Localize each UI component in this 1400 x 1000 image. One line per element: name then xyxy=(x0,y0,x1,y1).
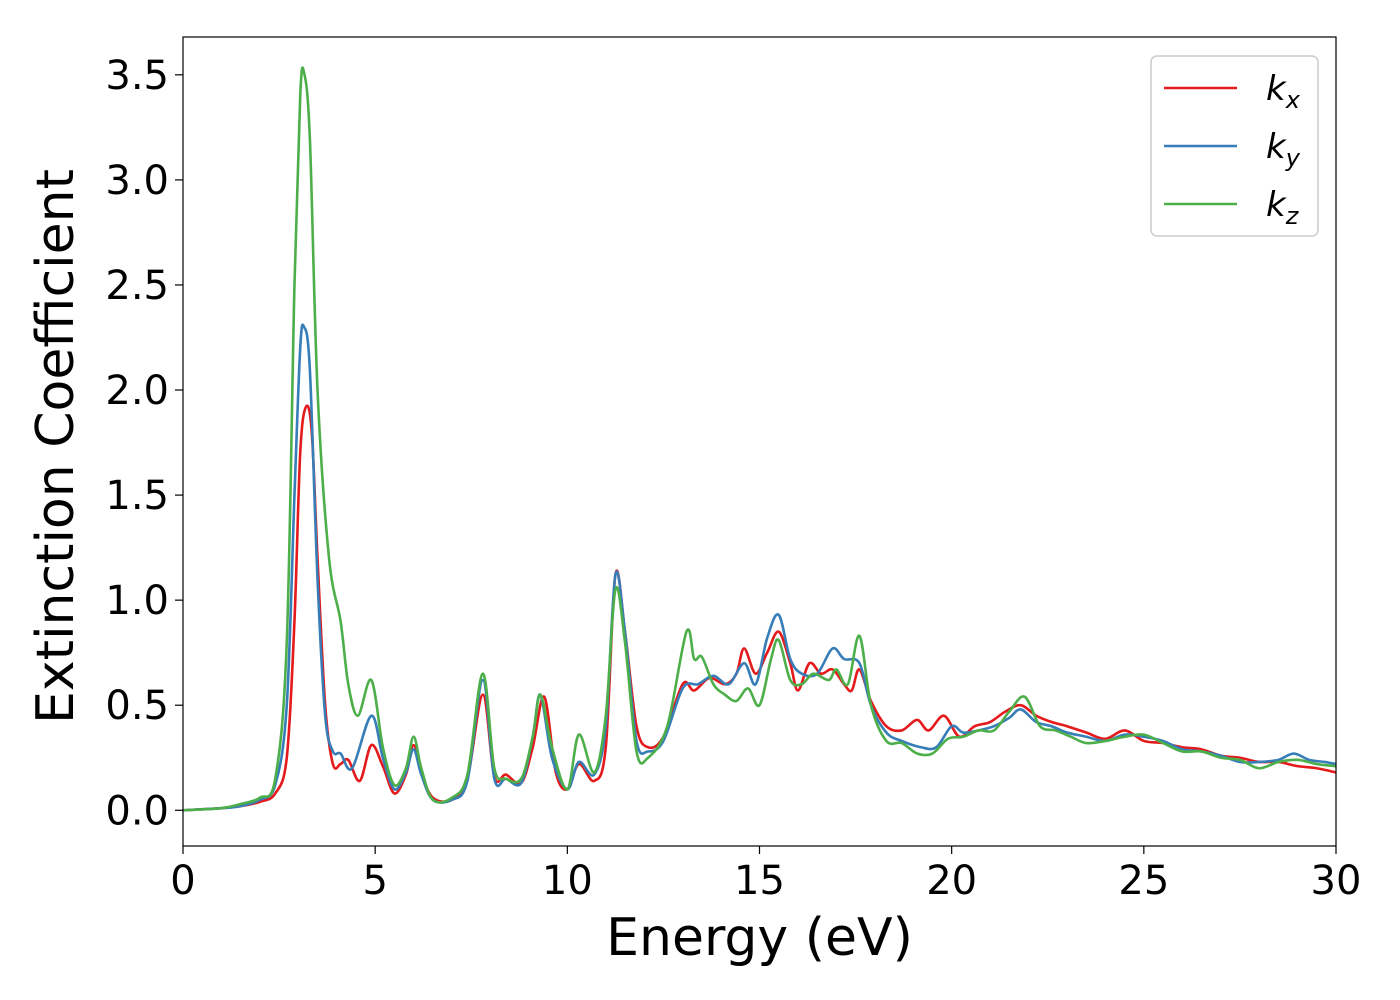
legend-label-base: k xyxy=(1266,185,1287,225)
x-tick-label: 5 xyxy=(362,858,387,904)
y-tick-label: 0.5 xyxy=(105,683,169,729)
y-tick-label: 3.0 xyxy=(105,158,169,204)
x-tick-label: 15 xyxy=(734,858,785,904)
series-line-x xyxy=(182,404,1337,812)
y-axis-label: Extinction Coefficient xyxy=(26,169,86,724)
x-tick-label: 20 xyxy=(926,858,977,904)
y-tick-label: 1.5 xyxy=(105,473,169,519)
legend-label-subscript: z xyxy=(1285,202,1300,230)
x-tick-label: 25 xyxy=(1118,858,1169,904)
y-tick-label: 3.5 xyxy=(105,53,169,99)
series-lines xyxy=(182,66,1337,812)
x-axis-ticks: 0 5 10 15 20 25 30 xyxy=(170,846,1361,904)
legend-label-subscript: x xyxy=(1285,86,1301,114)
x-axis-label: Energy (eV) xyxy=(606,908,913,968)
y-tick-label: 0.0 xyxy=(105,788,169,834)
legend-label-base: k xyxy=(1266,127,1287,167)
series-line-y xyxy=(182,323,1337,812)
legend-label-subscript: y xyxy=(1285,144,1301,172)
series-line-z xyxy=(182,66,1337,812)
y-axis-ticks: 0.0 0.5 1.0 1.5 2.0 2.5 3.0 3.5 xyxy=(105,53,183,834)
y-tick-label: 1.0 xyxy=(105,578,169,624)
y-tick-label: 2.0 xyxy=(105,368,169,414)
legend-label-y: ky xyxy=(1266,127,1301,172)
x-tick-label: 30 xyxy=(1311,858,1362,904)
y-tick-label: 2.5 xyxy=(105,263,169,309)
x-tick-label: 0 xyxy=(170,858,195,904)
legend-label-base: k xyxy=(1266,69,1287,109)
legend-label-x: kx xyxy=(1266,69,1301,114)
x-tick-label: 10 xyxy=(542,858,593,904)
legend-label-z: kz xyxy=(1266,185,1300,230)
